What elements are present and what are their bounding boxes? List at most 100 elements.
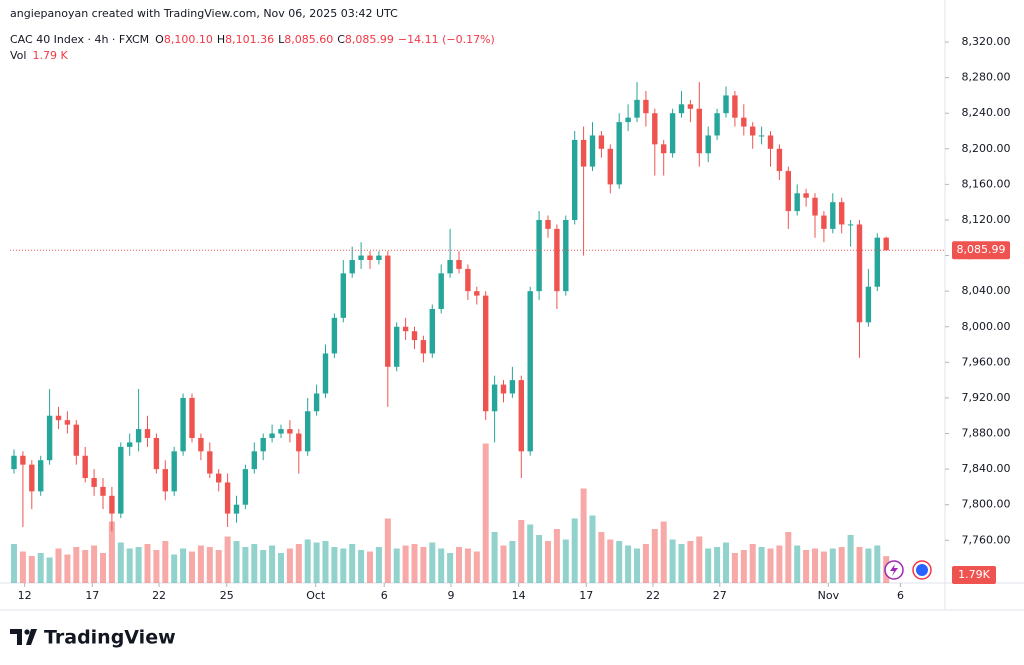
candle-body <box>171 451 177 492</box>
legend-low: 8,085.60 <box>284 33 333 46</box>
volume-bar <box>651 529 658 583</box>
volume-bar <box>829 548 836 583</box>
candle-body <box>269 433 275 438</box>
volume-bar <box>758 547 765 583</box>
volume-bar <box>144 544 151 583</box>
volume-bar <box>491 532 498 583</box>
legend-close-key: C <box>337 33 345 46</box>
y-tick-label: 8,160.00 <box>962 177 1011 190</box>
candle-body <box>367 255 373 261</box>
volume-bar <box>767 548 774 583</box>
volume-axis-box <box>952 566 996 584</box>
volume-bar <box>375 547 382 583</box>
volume-bar <box>233 541 240 583</box>
volume-bar <box>616 541 623 583</box>
volume-bar <box>473 551 480 583</box>
volume-bar <box>304 539 311 583</box>
candle-body <box>669 113 676 154</box>
legend-low-key: L <box>278 33 285 46</box>
volume-bar <box>589 515 596 583</box>
candle-body <box>180 397 186 452</box>
candle-body <box>38 460 44 492</box>
candle-body <box>509 380 516 394</box>
candle-body <box>224 482 231 514</box>
volume-bar <box>162 541 169 583</box>
x-tick-label: 27 <box>713 589 727 602</box>
candle-body <box>358 255 364 261</box>
volume-bar <box>260 550 267 583</box>
y-tick-label: 8,000.00 <box>962 320 1011 333</box>
volume-bar <box>785 532 792 583</box>
candle-body <box>865 286 872 323</box>
volume-bar <box>678 544 685 583</box>
candle-body <box>385 255 391 367</box>
candle-body <box>750 126 756 136</box>
x-tick-label: 9 <box>447 589 454 602</box>
logo: TradingView <box>10 627 176 649</box>
legend-change: −14.11 (−0.17%) <box>398 33 495 46</box>
volume-key: Vol <box>10 49 26 62</box>
volume-value: 1.79 K <box>32 49 68 62</box>
candle-body <box>616 122 622 185</box>
volume-bar <box>527 524 534 583</box>
candle-body <box>135 429 142 443</box>
volume-bar <box>749 544 756 583</box>
y-tick-label: 7,800.00 <box>962 498 1011 511</box>
candle-body <box>874 237 880 287</box>
candle-body <box>100 486 106 496</box>
candle-body <box>803 193 809 198</box>
volume-bar <box>46 557 53 583</box>
y-tick-label: 7,760.00 <box>962 533 1011 546</box>
y-tick-label: 7,920.00 <box>962 391 1011 404</box>
candle-body <box>474 291 480 296</box>
y-tick-label: 8,280.00 <box>962 71 1011 84</box>
volume-bar <box>634 548 640 583</box>
volume-bar <box>447 553 454 583</box>
volume-bar <box>269 545 276 583</box>
y-tick-label: 8,240.00 <box>962 106 1011 119</box>
candle-body <box>767 135 774 149</box>
candle-body <box>598 135 605 149</box>
volume-bar <box>367 551 373 583</box>
volume-bar <box>820 551 827 583</box>
candle-body <box>643 99 649 114</box>
volume-bar <box>11 544 17 583</box>
candle-body <box>491 384 498 412</box>
volume-bar <box>696 536 703 583</box>
volume-bar <box>153 550 160 583</box>
volume-bar <box>295 544 302 583</box>
candle-body <box>198 437 204 452</box>
volume-bar <box>865 548 872 583</box>
candle-body <box>847 224 854 226</box>
volume-bar <box>251 544 258 583</box>
candle-body <box>678 104 685 114</box>
legend-high-key: H <box>217 33 225 46</box>
candle-body <box>29 464 35 492</box>
x-tick-label: 22 <box>152 589 166 602</box>
x-tick-label: 14 <box>512 589 526 602</box>
volume-bar <box>500 545 507 583</box>
candle-body <box>518 380 524 452</box>
logo-text: TradingView <box>44 627 176 649</box>
volume-bar <box>19 551 26 583</box>
candle-body <box>830 202 836 229</box>
y-tick-label: 8,320.00 <box>962 35 1011 48</box>
volume-bar <box>464 548 471 583</box>
volume-bar <box>117 542 124 583</box>
candle-body <box>527 291 533 452</box>
legend-open-key: O <box>155 33 164 46</box>
candle-body <box>456 260 462 269</box>
volume-bar <box>518 520 525 583</box>
volume-bar <box>803 550 810 583</box>
volume-bar <box>73 547 80 583</box>
legend-open: 8,100.10 <box>164 33 213 46</box>
candle-body <box>127 442 133 447</box>
volume-bar <box>331 547 338 583</box>
volume-bar <box>108 521 115 583</box>
candle-body <box>776 148 783 172</box>
volume-bar <box>286 548 293 583</box>
volume-bar <box>687 541 694 583</box>
volume-bar <box>313 542 320 583</box>
volume-bar <box>838 547 845 583</box>
